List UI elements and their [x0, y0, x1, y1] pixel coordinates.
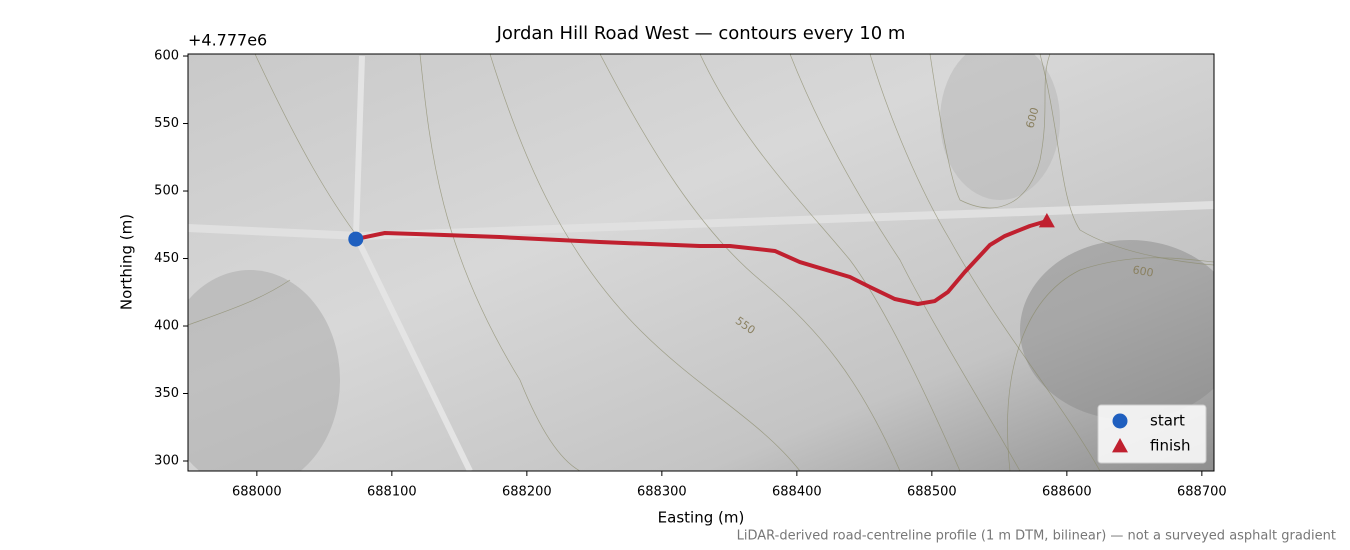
- x-tick-label: 688700: [1177, 485, 1227, 500]
- marker: [1112, 438, 1128, 453]
- x-tick-label: 688100: [367, 485, 417, 500]
- marker: [1038, 212, 1055, 228]
- y-tick-label: 500: [154, 184, 179, 199]
- chart-title: Jordan Hill Road West — contours every 1…: [496, 23, 906, 44]
- x-axis-label: Easting (m): [658, 509, 745, 527]
- y-tick-label: 600: [154, 49, 179, 64]
- y-tick-label: 350: [154, 386, 179, 401]
- x-tick-label: 688000: [232, 485, 282, 500]
- contour-label: 600: [1132, 263, 1155, 279]
- y-tick-label: 400: [154, 319, 179, 334]
- plot-frame: [187, 53, 1215, 472]
- y-tick-label: 450: [154, 251, 179, 266]
- legend: start finish: [1097, 404, 1207, 464]
- x-tick-label: 688200: [502, 485, 552, 500]
- y-tick-label: 550: [154, 116, 179, 131]
- x-tick-label: 688400: [772, 485, 822, 500]
- y-offset-label: +4.777e6: [188, 31, 267, 50]
- marker: [1112, 413, 1128, 429]
- x-tick-label: 688600: [1042, 485, 1092, 500]
- hillshade: [188, 54, 1214, 471]
- marker: [348, 231, 364, 247]
- legend-label: finish: [1150, 437, 1190, 455]
- y-axis-label: Northing (m): [118, 214, 136, 310]
- route-line: [353, 218, 1049, 307]
- contour-label: 600: [1024, 106, 1042, 130]
- y-tick-label: 300: [154, 454, 179, 469]
- footnote: LiDAR-derived road-centreline profile (1…: [737, 529, 1336, 544]
- x-tick-label: 688500: [907, 485, 957, 500]
- x-tick-label: 688300: [637, 485, 687, 500]
- legend-label: start: [1150, 412, 1185, 430]
